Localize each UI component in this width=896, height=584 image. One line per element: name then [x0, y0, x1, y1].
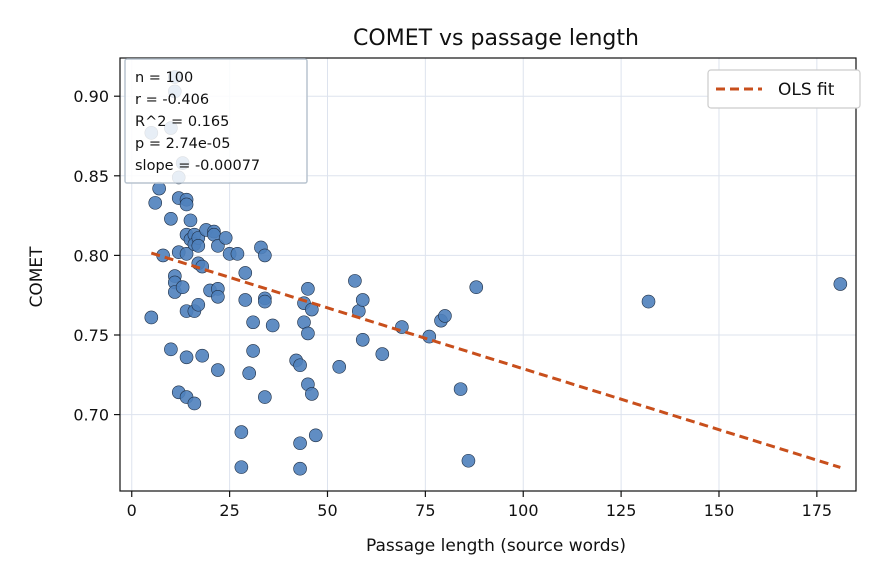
data-point [230, 247, 245, 261]
fit-line-group [150, 251, 841, 469]
data-point [179, 247, 194, 261]
data-point [211, 363, 225, 377]
data-point [187, 396, 202, 411]
data-point [195, 348, 210, 363]
data-point [453, 382, 468, 396]
stats-box: n = 100 r = -0.406 R^2 = 0.165 p = 2.74e… [124, 58, 308, 184]
data-point [238, 293, 253, 307]
stat-r2: R^2 = 0.165 [135, 114, 229, 130]
data-point [246, 315, 260, 330]
data-point [258, 390, 272, 404]
stat-slope: slope = -0.00077 [135, 158, 260, 174]
data-point [308, 428, 323, 443]
legend-fit-label: OLS fit [778, 80, 835, 100]
data-point [293, 436, 307, 451]
y-tick-label: 0.85 [73, 167, 109, 186]
data-point [218, 231, 233, 245]
chart-title: COMET vs passage length [353, 26, 639, 51]
y-tick-label: 0.75 [73, 326, 109, 345]
data-point [348, 274, 362, 288]
data-point [211, 289, 225, 304]
ols-fit-line [150, 251, 841, 469]
data-point [833, 277, 848, 291]
x-tick-label: 25 [219, 501, 239, 520]
data-point [305, 387, 319, 401]
data-point [246, 344, 260, 358]
legend-frame [707, 69, 861, 109]
data-point [164, 342, 178, 357]
data-point [332, 360, 347, 374]
data-point [469, 280, 484, 295]
data-point [301, 282, 315, 296]
data-point [641, 294, 656, 309]
data-point [355, 293, 370, 307]
data-point [258, 248, 272, 263]
data-point [191, 297, 206, 312]
data-point [191, 239, 206, 253]
data-point [258, 294, 272, 309]
legend: OLS fit [707, 69, 861, 109]
stat-n: n = 100 [135, 70, 193, 86]
x-tick-label: 50 [317, 501, 337, 520]
stat-r: r = -0.406 [135, 92, 209, 108]
data-point [148, 196, 163, 210]
y-tick-label: 0.80 [73, 246, 109, 265]
data-point [179, 350, 194, 365]
data-point [234, 460, 249, 474]
data-point [375, 347, 390, 361]
data-point [355, 332, 370, 347]
data-point [175, 280, 190, 295]
data-point [164, 211, 178, 226]
stat-p: p = 2.74e-05 [135, 136, 230, 152]
data-point [265, 318, 280, 333]
data-point [144, 310, 159, 325]
data-point [152, 181, 166, 196]
plot-frame [119, 57, 857, 492]
x-axis-label: Passage length (source words) [366, 536, 626, 556]
data-point [179, 197, 194, 212]
x-tick-label: 125 [606, 501, 637, 520]
y-tick-label: 0.70 [73, 406, 109, 425]
data-point [242, 366, 256, 380]
axis-ticks: 0 25 50 75 100 125 150 175 0.70 0.75 0.80 0.85 0.90 [73, 87, 832, 520]
y-tick-label: 0.90 [73, 87, 109, 106]
data-point [183, 213, 198, 228]
data-point [238, 266, 253, 280]
grid [120, 58, 856, 491]
x-tick-label: 175 [802, 501, 833, 520]
data-point [461, 453, 476, 468]
stats-box-frame [124, 58, 308, 184]
x-tick-label: 100 [508, 501, 539, 520]
data-point [301, 326, 315, 341]
x-tick-label: 0 [127, 501, 137, 520]
x-tick-label: 75 [415, 501, 435, 520]
x-tick-label: 150 [704, 501, 735, 520]
data-point [438, 309, 452, 323]
data-point [293, 358, 307, 373]
y-axis-label: COMET [27, 246, 47, 308]
data-point [234, 425, 249, 439]
data-point [293, 461, 307, 476]
